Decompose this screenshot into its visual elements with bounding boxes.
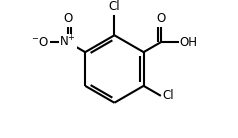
Text: N$^{+}$: N$^{+}$ xyxy=(60,34,76,50)
Text: Cl: Cl xyxy=(109,1,120,14)
Text: Cl: Cl xyxy=(162,89,174,102)
Text: $^{-}$O: $^{-}$O xyxy=(31,36,49,49)
Text: O: O xyxy=(63,12,73,25)
Text: OH: OH xyxy=(179,36,198,49)
Text: O: O xyxy=(156,12,165,25)
